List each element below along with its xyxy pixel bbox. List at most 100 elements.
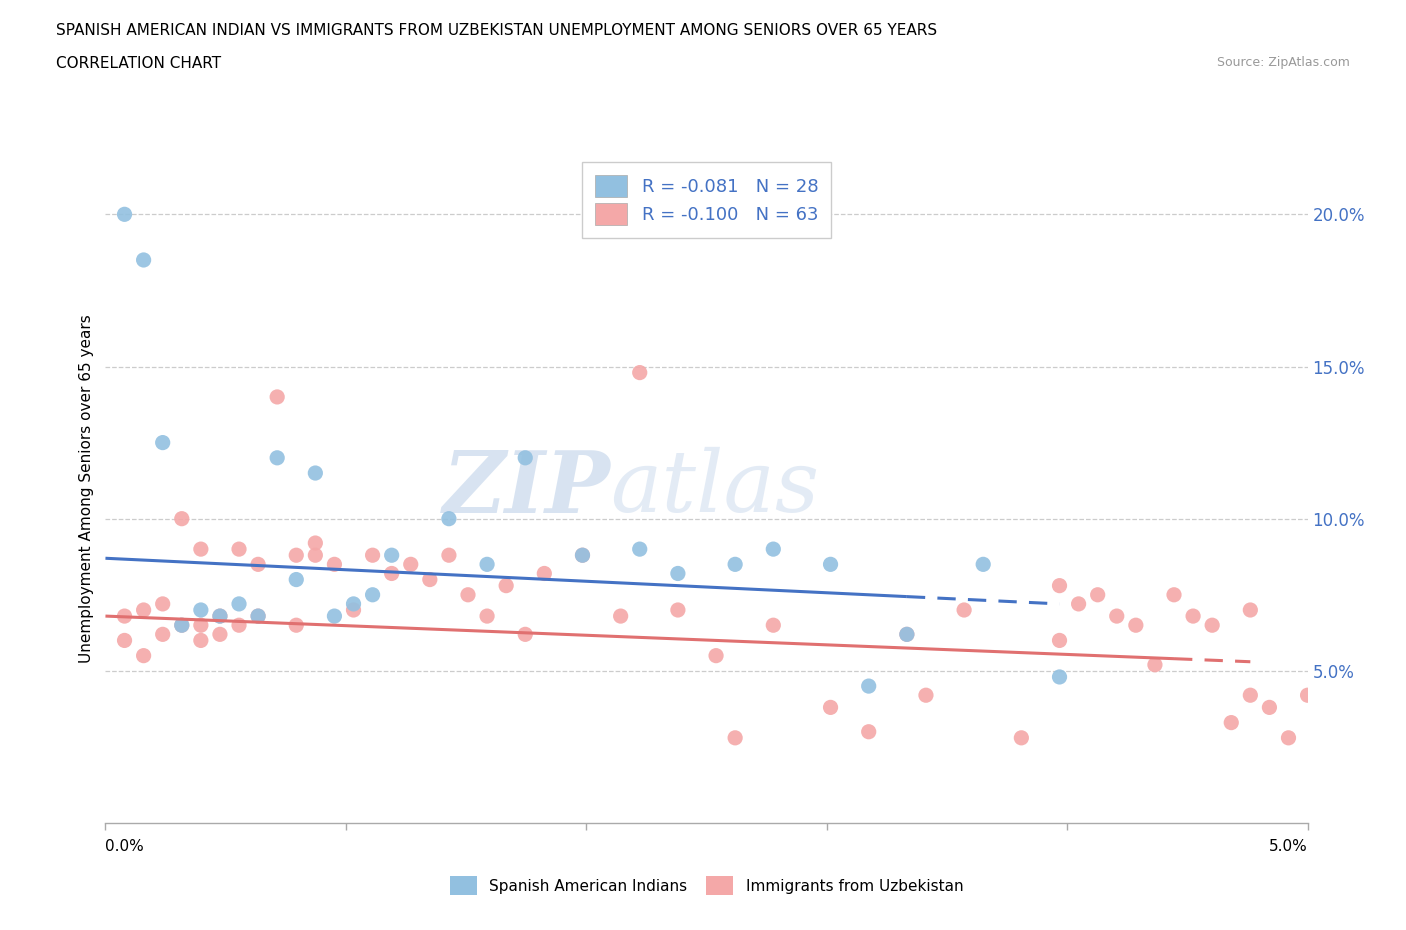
Point — [820, 557, 842, 572]
Point — [132, 603, 155, 618]
Point — [285, 572, 308, 587]
Point — [724, 730, 747, 745]
Point — [666, 603, 689, 618]
Point — [1258, 700, 1281, 715]
Point — [1067, 596, 1090, 611]
Point — [437, 512, 460, 526]
Point — [266, 390, 288, 405]
Legend: Spanish American Indians, Immigrants from Uzbekistan: Spanish American Indians, Immigrants fro… — [441, 869, 972, 902]
Text: SPANISH AMERICAN INDIAN VS IMMIGRANTS FROM UZBEKISTAN UNEMPLOYMENT AMONG SENIORS: SPANISH AMERICAN INDIAN VS IMMIGRANTS FR… — [56, 23, 938, 38]
Point — [515, 450, 537, 465]
Point — [820, 700, 842, 715]
Point — [762, 541, 785, 556]
Point — [704, 648, 727, 663]
Point — [190, 633, 212, 648]
Point — [1049, 633, 1071, 648]
Y-axis label: Unemployment Among Seniors over 65 years: Unemployment Among Seniors over 65 years — [79, 314, 94, 663]
Point — [666, 566, 689, 581]
Point — [114, 608, 136, 623]
Point — [571, 548, 593, 563]
Point — [152, 627, 174, 642]
Point — [304, 536, 326, 551]
Point — [437, 548, 460, 563]
Point — [361, 588, 384, 603]
Point — [896, 627, 918, 642]
Point — [247, 608, 270, 623]
Point — [170, 618, 193, 632]
Point — [972, 557, 994, 572]
Point — [247, 608, 270, 623]
Point — [228, 596, 250, 611]
Point — [285, 548, 308, 563]
Point — [953, 603, 976, 618]
Point — [266, 450, 288, 465]
Point — [628, 365, 651, 380]
Point — [132, 253, 155, 268]
Point — [858, 724, 880, 739]
Point — [304, 466, 326, 481]
Point — [1010, 730, 1032, 745]
Point — [190, 618, 212, 632]
Point — [515, 627, 537, 642]
Point — [1277, 730, 1299, 745]
Point — [114, 633, 136, 648]
Point — [1143, 658, 1166, 672]
Point — [247, 557, 270, 572]
Point — [896, 627, 918, 642]
Point — [152, 596, 174, 611]
Point — [228, 541, 250, 556]
Point — [533, 566, 555, 581]
Point — [1182, 608, 1205, 623]
Text: atlas: atlas — [610, 447, 820, 529]
Point — [1087, 588, 1109, 603]
Text: ZIP: ZIP — [443, 446, 610, 530]
Point — [475, 608, 498, 623]
Point — [609, 608, 631, 623]
Point — [361, 548, 384, 563]
Point — [285, 618, 308, 632]
Point — [1049, 670, 1071, 684]
Point — [342, 596, 364, 611]
Point — [304, 548, 326, 563]
Point — [381, 548, 404, 563]
Point — [1239, 688, 1261, 703]
Point — [208, 608, 231, 623]
Point — [152, 435, 174, 450]
Point — [208, 608, 231, 623]
Point — [170, 618, 193, 632]
Point — [628, 541, 651, 556]
Point — [228, 618, 250, 632]
Point — [323, 608, 346, 623]
Text: 5.0%: 5.0% — [1268, 839, 1308, 854]
Point — [208, 627, 231, 642]
Point — [475, 557, 498, 572]
Point — [915, 688, 938, 703]
Point — [1105, 608, 1128, 623]
Point — [1163, 588, 1185, 603]
Point — [724, 557, 747, 572]
Point — [190, 541, 212, 556]
Point — [399, 557, 422, 572]
Point — [762, 618, 785, 632]
Point — [170, 512, 193, 526]
Point — [571, 548, 593, 563]
Point — [419, 572, 441, 587]
Point — [1239, 603, 1261, 618]
Text: 0.0%: 0.0% — [105, 839, 145, 854]
Point — [1125, 618, 1147, 632]
Point — [1049, 578, 1071, 593]
Point — [342, 603, 364, 618]
Point — [190, 603, 212, 618]
Point — [858, 679, 880, 694]
Point — [457, 588, 479, 603]
Point — [381, 566, 404, 581]
Point — [1201, 618, 1223, 632]
Point — [132, 648, 155, 663]
Text: Source: ZipAtlas.com: Source: ZipAtlas.com — [1216, 56, 1350, 69]
Point — [495, 578, 517, 593]
Point — [1220, 715, 1243, 730]
Point — [1296, 688, 1319, 703]
Text: CORRELATION CHART: CORRELATION CHART — [56, 56, 221, 71]
Point — [323, 557, 346, 572]
Point — [114, 206, 136, 221]
